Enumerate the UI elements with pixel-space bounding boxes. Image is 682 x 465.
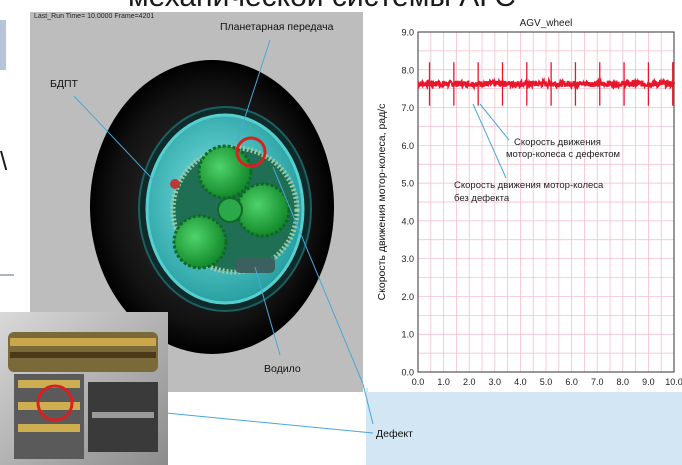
y-tick-label: 9.0	[401, 28, 414, 38]
svg-text:\: \	[0, 146, 8, 176]
y-tick-label: 8.0	[401, 65, 414, 75]
y-tick-label: 3.0	[401, 254, 414, 264]
x-tick-label: 4.0	[514, 377, 527, 387]
slide-decoration: \	[0, 20, 14, 276]
x-tick-label: 7.0	[591, 377, 604, 387]
photo-defect-circle	[36, 384, 74, 422]
wheel-render	[73, 39, 363, 385]
leader-defect	[272, 166, 363, 385]
label-planetary-gear: Планетарная передача	[220, 21, 334, 33]
x-tick-label: 9.0	[642, 377, 655, 387]
label-carrier: Водило	[264, 363, 301, 375]
x-tick-label: 5.0	[540, 377, 553, 387]
leader-planetary	[236, 39, 271, 143]
annotation-defect: Скорость движения мотор-колеса с дефектом	[506, 137, 620, 160]
planet-gear-top	[197, 144, 253, 200]
y-tick-label: 5.0	[401, 179, 414, 189]
gearbox-photo	[0, 312, 168, 465]
annotation-leader-no-defect	[472, 103, 507, 179]
chart-panel: AGV_wheel 0.0 1.0 2.0 3.0 4.0 5.0 6.0 7.0 8.0 9.0 0…	[368, 12, 682, 407]
y-tick-label: 6.0	[401, 141, 414, 151]
planet-gear-right	[235, 182, 291, 238]
label-bldc: БДПТ	[50, 78, 78, 90]
y-tick-label: 2.0	[401, 292, 414, 302]
y-axis-label: Скорость движения мотор-колеса, рад/с	[376, 104, 388, 301]
x-tick-label: 6.0	[565, 377, 578, 387]
annotation-no-defect: Скорость движения мотор-колеса без дефект…	[454, 180, 604, 204]
x-tick-label: 3.0	[489, 377, 502, 387]
x-tick-label: 8.0	[617, 377, 630, 387]
simulation-header: Last_Run Time= 10.0000 Frame=4201	[34, 13, 155, 20]
slide-title-strip: механической системы АГС	[0, 0, 682, 18]
leader-carrier	[254, 266, 281, 356]
y-tick-label: 4.0	[401, 216, 414, 226]
x-tick-label: 10.0	[665, 377, 682, 387]
sun-gear	[217, 197, 243, 223]
defect-marker-circle	[235, 136, 267, 168]
x-tick-label: 2.0	[463, 377, 476, 387]
x-tick-label: 0.0	[412, 377, 425, 387]
x-tick-label: 1.0	[437, 377, 450, 387]
carrier-plate	[235, 257, 275, 273]
y-tick-label: 1.0	[401, 330, 414, 340]
y-tick-label: 7.0	[401, 103, 414, 113]
y-tick-label: 0.0	[401, 368, 414, 378]
slide-title: механической системы АГС	[128, 0, 516, 14]
slide-background-band	[366, 388, 682, 465]
simulation-viewport: Last_Run Time= 10.0000 Frame=4201	[30, 12, 363, 392]
speed-chart: AGV_wheel 0.0 1.0 2.0 3.0 4.0 5.0 6.0 7.0 8.0 9.0 0…	[376, 18, 682, 407]
annotation-leader-defect	[479, 103, 510, 141]
hub-bolt	[170, 179, 180, 189]
chart-title: AGV_wheel	[520, 18, 573, 29]
series-line	[417, 76, 676, 92]
planet-gear-bottom	[172, 214, 228, 270]
plot-frame	[417, 31, 675, 373]
label-defect: Дефект	[376, 428, 413, 440]
leader-bldc	[73, 95, 161, 188]
